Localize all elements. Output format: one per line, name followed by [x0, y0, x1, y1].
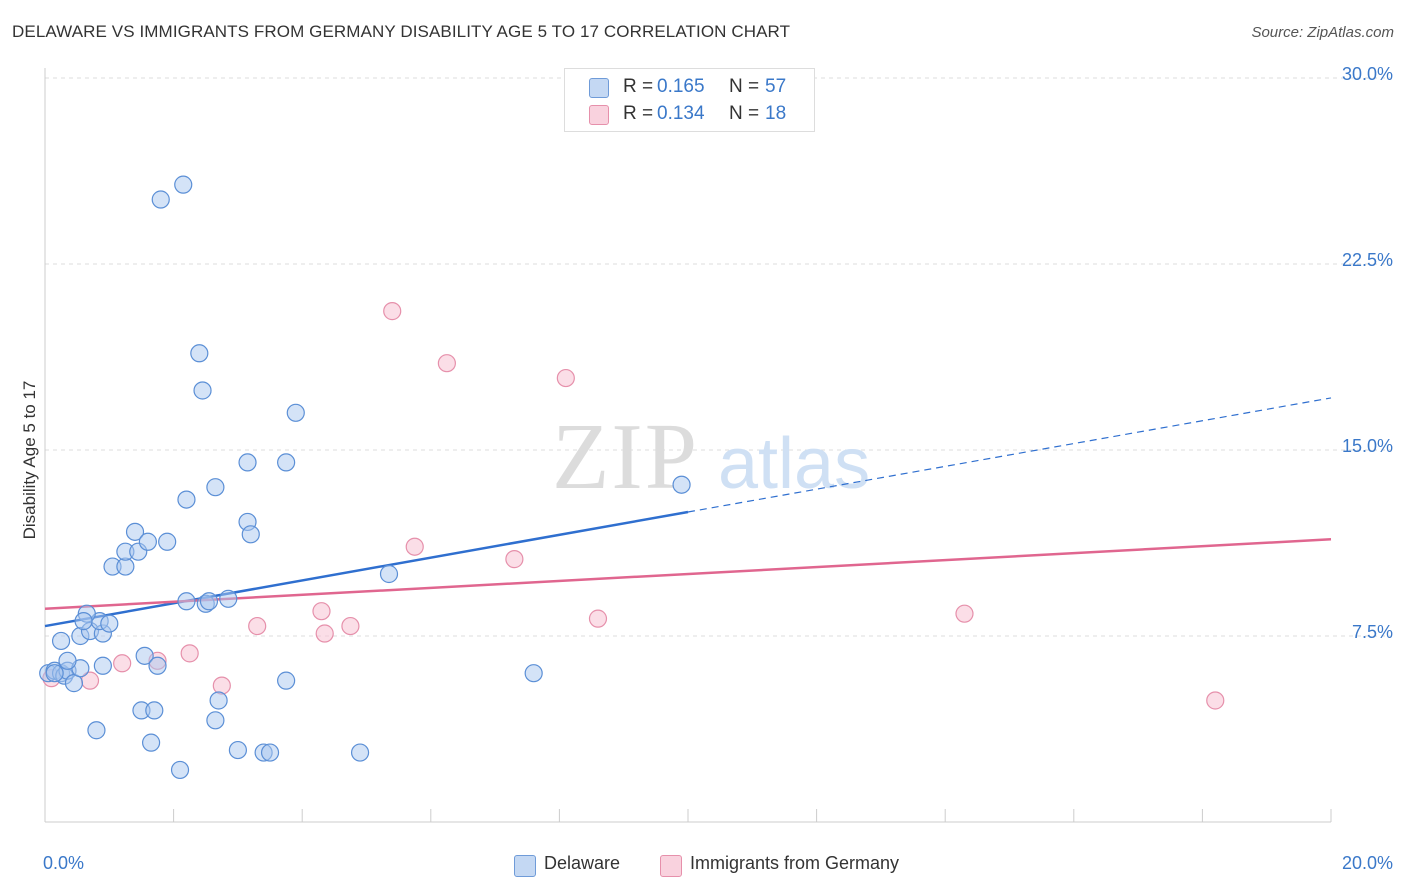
legend-r-value: 0.134 [657, 103, 705, 124]
germany-point [113, 654, 132, 673]
delaware-point [93, 656, 112, 675]
germany-point [248, 616, 267, 636]
delaware-point [228, 740, 247, 760]
delaware-point [51, 631, 71, 651]
x-tick-marks [173, 809, 1332, 822]
delaware-point [260, 743, 280, 762]
delaware-point [125, 522, 145, 541]
legend-r-value: 0.165 [657, 76, 705, 97]
delaware-point [158, 532, 177, 551]
legend-swatch-pink [589, 105, 609, 125]
delaware-point [170, 760, 190, 780]
legend-label-delaware: Delaware [544, 853, 621, 873]
trend-lines [44, 397, 1332, 628]
germany-point [556, 368, 575, 388]
delaware-point [100, 614, 119, 633]
delaware-point [151, 190, 170, 209]
delaware-point [74, 612, 93, 631]
stats-legend: R = 0.165 N = 57 R = 0.134 N = 18 [564, 68, 815, 132]
germany-point [341, 616, 360, 636]
germany-point [315, 624, 334, 643]
germany-point [955, 604, 974, 623]
legend-r-label: R = [623, 76, 654, 97]
delaware-point [219, 589, 238, 608]
delaware-point [138, 532, 157, 551]
delaware-point [286, 403, 305, 422]
legend-swatch-pink [660, 855, 682, 877]
delaware-point [350, 743, 370, 762]
delaware-point [241, 525, 260, 544]
germany-point [588, 609, 608, 628]
delaware-point [672, 475, 691, 494]
delaware-point [174, 175, 193, 194]
delaware-point [238, 453, 257, 472]
delaware-point [177, 490, 196, 509]
delaware-point [277, 671, 296, 690]
grid-lines [45, 77, 1392, 637]
delaware-point [206, 478, 225, 497]
legend-n-label: N = [729, 103, 760, 124]
germany-point [505, 550, 524, 569]
series-immigrants-from-germany [42, 302, 1225, 710]
y-tick-label: 30.0% [1342, 64, 1393, 84]
germany-point [180, 644, 199, 663]
delaware-point [199, 592, 219, 611]
delaware-point [145, 701, 164, 720]
delaware-point [379, 564, 399, 584]
legend-n-value: 57 [765, 76, 787, 97]
delaware-point [190, 344, 209, 363]
delaware-point [87, 721, 106, 740]
germany-point [405, 537, 424, 556]
legend-n-value: 18 [765, 103, 787, 124]
watermark-atlas: atlas [718, 424, 870, 504]
legend-swatch-blue [514, 855, 536, 877]
germany-point [383, 302, 402, 321]
y-tick-label: 15.0% [1342, 436, 1393, 456]
chart-title: DELAWARE VS IMMIGRANTS FROM GERMANY DISA… [12, 22, 791, 41]
delaware-trend-extension [687, 397, 1332, 513]
y-axis-label: Disability Age 5 to 17 [20, 380, 39, 540]
y-tick-label: 22.5% [1342, 250, 1393, 270]
x-tick-labels: 0.0% 20.0% [43, 853, 1393, 873]
delaware-point [277, 453, 296, 472]
y-tick-label: 7.5% [1352, 622, 1393, 642]
germany-trend-line [44, 538, 1332, 610]
delaware-point [58, 651, 77, 670]
germany-point [1206, 691, 1225, 710]
legend-n-label: N = [729, 76, 760, 97]
x-tick-label: 0.0% [43, 853, 84, 873]
source-credit: Source: ZipAtlas.com [1251, 24, 1394, 41]
legend-swatch-blue [589, 78, 609, 98]
watermark: ZIP atlas [552, 405, 870, 509]
delaware-point [141, 733, 161, 752]
series-delaware [39, 175, 691, 780]
legend-label-germany: Immigrants from Germany [690, 853, 900, 873]
germany-point [312, 602, 331, 621]
delaware-point [524, 664, 543, 683]
delaware-point [45, 664, 64, 683]
delaware-point [135, 646, 154, 665]
delaware-point [206, 711, 225, 730]
germany-point [437, 354, 456, 373]
y-tick-labels: 7.5% 15.0% 22.5% 30.0% [1342, 64, 1393, 642]
watermark-zip: ZIP [552, 405, 699, 509]
delaware-point [177, 592, 196, 611]
x-tick-label: 20.0% [1342, 853, 1393, 873]
germany-point [212, 676, 231, 695]
delaware-point [193, 381, 212, 400]
delaware-point [148, 656, 167, 675]
delaware-trend-line [44, 510, 689, 628]
delaware-point [209, 691, 228, 710]
legend-r-label: R = [623, 103, 654, 124]
